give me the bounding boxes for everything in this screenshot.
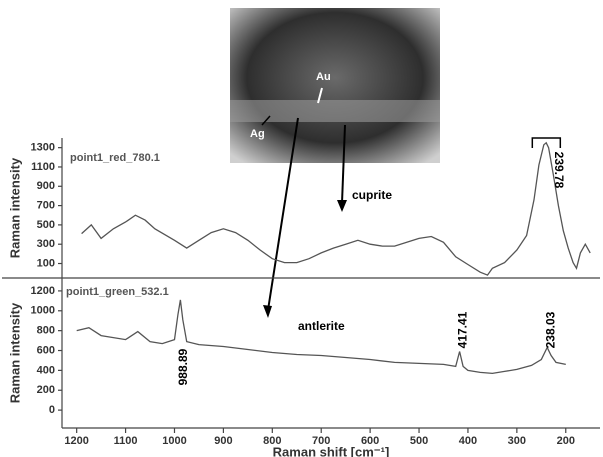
spectrum-line	[81, 141, 591, 276]
series-name: point1_green_532.1	[66, 286, 169, 298]
x-tick-label: 500	[410, 435, 428, 447]
photo-layer	[230, 100, 440, 122]
y-axis-label: Raman intensity	[7, 157, 22, 258]
peak-label: 239.78	[552, 152, 566, 189]
y-tick-label: 600	[37, 344, 55, 356]
arrow-head	[263, 305, 272, 318]
x-tick-label: 800	[263, 435, 281, 447]
y-tick-label: 200	[37, 384, 55, 396]
y-tick-label: 900	[37, 180, 55, 192]
ag-pointer	[261, 115, 271, 126]
inset-label: Ag	[250, 128, 265, 140]
x-tick-label: 1200	[64, 435, 88, 447]
y-tick-label: 800	[37, 325, 55, 337]
x-axis-label: Raman shift [cm⁻¹]	[273, 444, 390, 457]
x-tick-label: 600	[361, 435, 379, 447]
y-tick-label: 700	[37, 199, 55, 211]
y-tick-label: 100	[37, 257, 55, 269]
x-tick-label: 700	[312, 435, 330, 447]
inset-label: Au	[316, 71, 331, 83]
peak-label: 988.89	[176, 348, 190, 385]
peak-label: 238.03	[543, 311, 557, 348]
annotation: antlerite	[298, 319, 345, 333]
annotation: cuprite	[352, 188, 392, 202]
x-tick-label: 1100	[114, 435, 138, 447]
peak-bracket	[531, 137, 562, 148]
y-tick-label: 0	[49, 404, 55, 416]
x-tick-label: 900	[214, 435, 232, 447]
x-tick-label: 400	[459, 435, 477, 447]
peak-label: 417.41	[456, 311, 470, 348]
x-tick-label: 1000	[162, 435, 186, 447]
y-tick-label: 1300	[31, 142, 55, 154]
au-pointer	[317, 87, 323, 104]
photo	[230, 8, 440, 163]
y-tick-label: 1100	[31, 161, 55, 173]
y-tick-label: 500	[37, 219, 55, 231]
inset-photo: Au Ag	[230, 8, 440, 163]
y-tick-label: 300	[37, 238, 55, 250]
y-tick-label: 1000	[31, 305, 55, 317]
y-tick-label: 400	[37, 364, 55, 376]
x-tick-label: 200	[557, 435, 575, 447]
series-name: point1_red_780.1	[70, 152, 160, 164]
spectrum-line	[76, 299, 566, 375]
y-axis-label: Raman intensity	[7, 302, 22, 403]
arrow	[341, 124, 346, 204]
y-tick-label: 1200	[31, 285, 55, 297]
arrow-head	[337, 200, 347, 212]
x-tick-label: 300	[508, 435, 526, 447]
